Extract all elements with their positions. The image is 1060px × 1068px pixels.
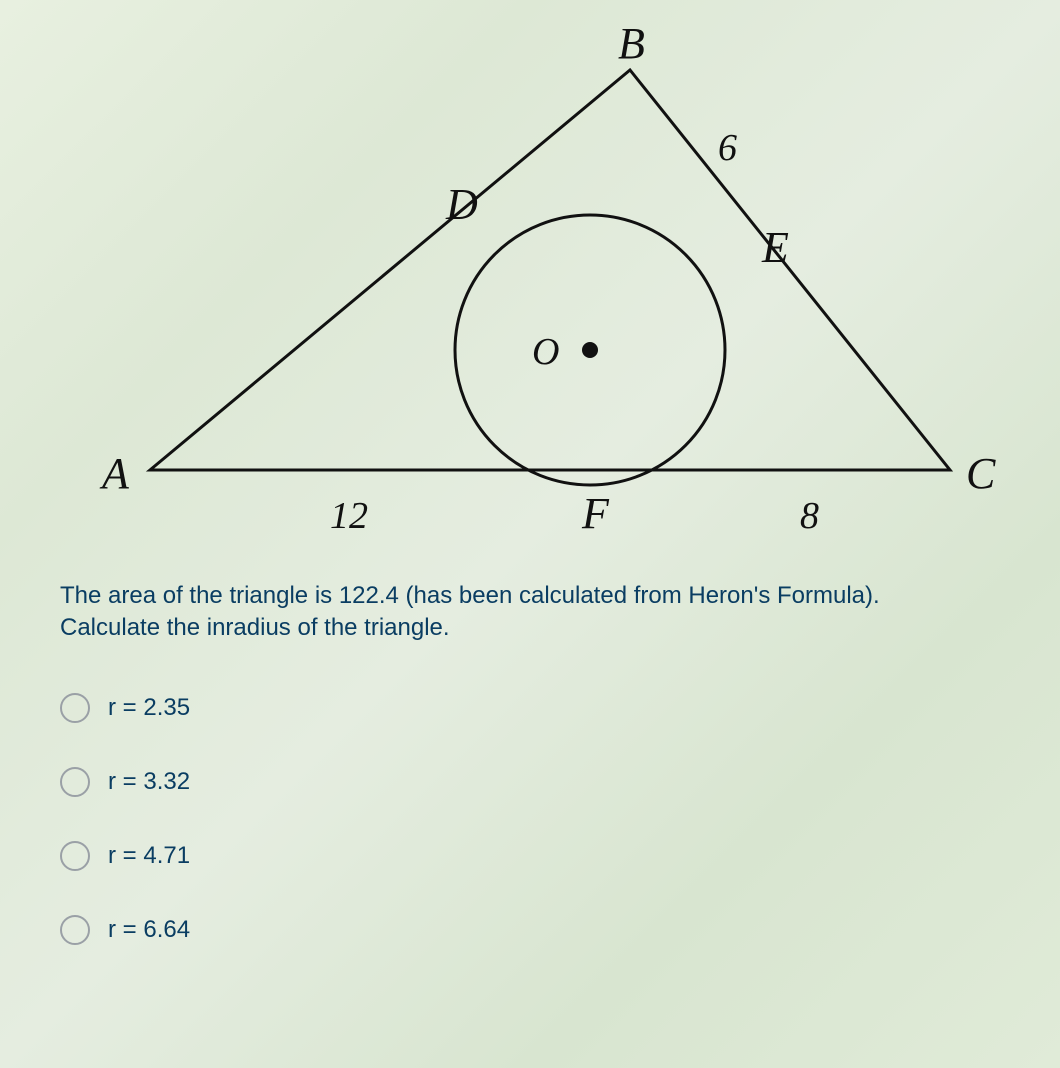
radio-icon[interactable] <box>60 693 90 723</box>
side-label-fc: 8 <box>800 495 819 537</box>
options-group: r = 2.35 r = 3.32 r = 4.71 r = 6.64 <box>60 693 1020 945</box>
radio-icon[interactable] <box>60 767 90 797</box>
triangle <box>150 70 950 470</box>
option-label: r = 2.35 <box>108 694 190 722</box>
option-d[interactable]: r = 6.64 <box>60 915 1020 945</box>
side-label-af: 12 <box>330 495 368 537</box>
point-label-d: D <box>445 180 478 229</box>
option-label: r = 6.64 <box>108 916 190 944</box>
option-b[interactable]: r = 3.32 <box>60 767 1020 797</box>
diagram-container: A B C D E F O 6 12 8 <box>60 20 1020 540</box>
vertex-label-c: C <box>966 449 996 498</box>
option-c[interactable]: r = 4.71 <box>60 841 1020 871</box>
vertex-label-a: A <box>99 449 130 498</box>
side-label-be: 6 <box>718 127 737 169</box>
option-label: r = 3.32 <box>108 768 190 796</box>
center-dot <box>582 342 598 358</box>
triangle-incircle-diagram: A B C D E F O 6 12 8 <box>60 20 1040 560</box>
quiz-page: A B C D E F O 6 12 8 The area of the tri… <box>0 0 1060 1068</box>
option-a[interactable]: r = 2.35 <box>60 693 1020 723</box>
option-label: r = 4.71 <box>108 842 190 870</box>
point-label-e: E <box>761 223 789 272</box>
radio-icon[interactable] <box>60 915 90 945</box>
question-line-1: The area of the triangle is 122.4 (has b… <box>60 582 880 609</box>
question-text: The area of the triangle is 122.4 (has b… <box>60 580 1000 645</box>
question-line-2: Calculate the inradius of the triangle. <box>60 614 450 641</box>
vertex-label-b: B <box>618 20 645 68</box>
point-label-f: F <box>581 489 610 538</box>
center-label-o: O <box>532 331 559 373</box>
radio-icon[interactable] <box>60 841 90 871</box>
